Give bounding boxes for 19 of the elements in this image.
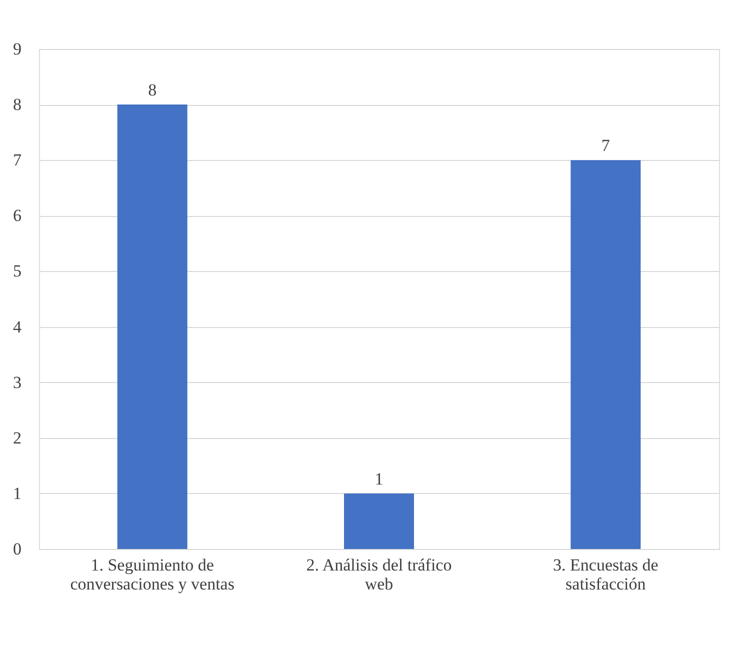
y-tick-label: 1 — [13, 484, 22, 503]
y-tick-label: 9 — [13, 40, 22, 58]
y-tick-label: 8 — [13, 95, 22, 114]
y-tick-label: 4 — [13, 317, 22, 336]
y-tick-label: 2 — [13, 428, 22, 448]
y-tick-label: 3 — [13, 372, 22, 392]
data-label: 1 — [374, 469, 384, 488]
x-tick-label: 3. Encuestas de satisfacción — [553, 556, 658, 594]
bar — [117, 104, 188, 549]
data-label: 7 — [601, 136, 610, 156]
data-label: 8 — [148, 80, 157, 100]
y-tick-label: 6 — [13, 206, 22, 226]
x-tick-label: 2. Análisis del tráfico web — [306, 556, 452, 594]
bar — [344, 493, 414, 549]
y-tick-label: 7 — [13, 150, 22, 170]
x-tick-label: 1. Seguimiento de conversaciones y ventas — [70, 556, 234, 594]
y-tick-label: 5 — [13, 262, 22, 281]
y-tick-label: 0 — [13, 540, 22, 558]
bar — [570, 160, 641, 549]
